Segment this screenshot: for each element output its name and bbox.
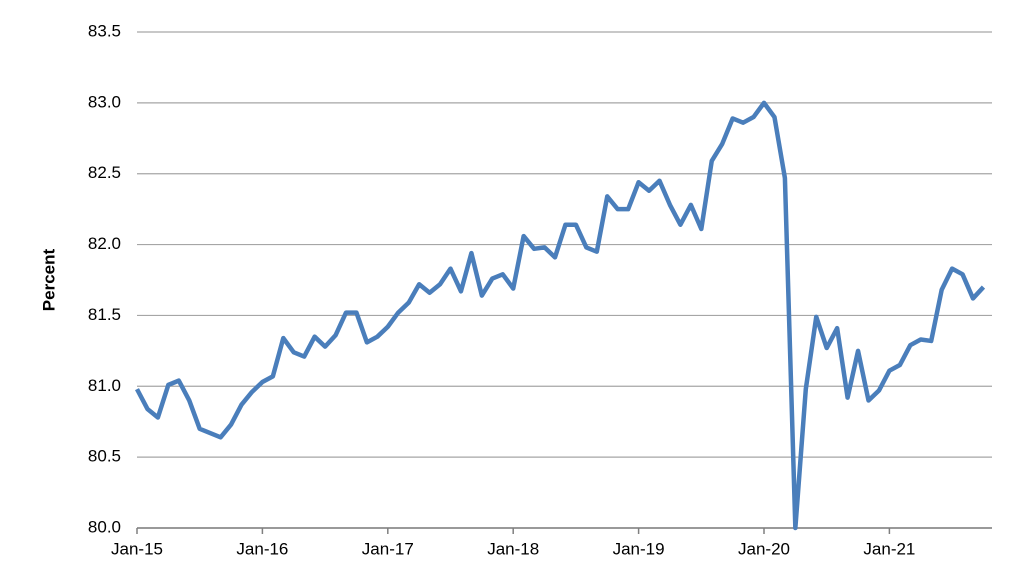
x-tick-label: Jan-19 xyxy=(613,539,665,558)
y-tick-label: 83.5 xyxy=(88,21,121,40)
x-tick-label: Jan-15 xyxy=(111,539,163,558)
y-tick-label: 82.5 xyxy=(88,163,121,182)
y-tick-label: 82.0 xyxy=(88,234,121,253)
x-tick-label: Jan-16 xyxy=(236,539,288,558)
x-tick-label: Jan-20 xyxy=(738,539,790,558)
y-tick-label: 80.5 xyxy=(88,447,121,466)
x-tick-label: Jan-18 xyxy=(487,539,539,558)
data-line xyxy=(135,100,986,531)
x-tick-label: Jan-17 xyxy=(362,539,414,558)
y-axis-label: Percent xyxy=(39,248,58,311)
y-tick-label: 81.5 xyxy=(88,305,121,324)
y-tick-label: 80.0 xyxy=(88,517,121,536)
y-tick-label: 81.0 xyxy=(88,376,121,395)
x-tick-label: Jan-21 xyxy=(863,539,915,558)
y-tick-label: 83.0 xyxy=(88,92,121,111)
